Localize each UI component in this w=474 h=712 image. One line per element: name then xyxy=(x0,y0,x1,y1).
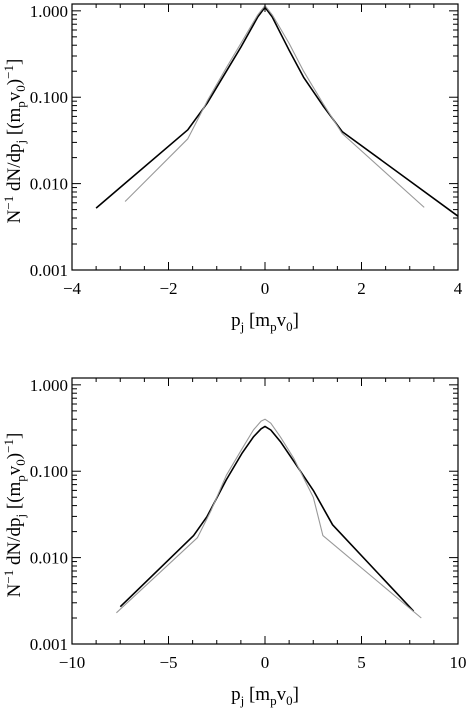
x-tick-label: −4 xyxy=(63,279,82,298)
series-line-gray xyxy=(116,418,422,619)
y-tick-label: 1.000 xyxy=(30,376,68,395)
plot-frame xyxy=(71,377,459,645)
x-tick-label: −2 xyxy=(159,279,177,298)
x-tick-label: 0 xyxy=(261,653,270,672)
y-tick-label: 0.010 xyxy=(30,549,68,568)
y-tick-label: 0.001 xyxy=(30,261,68,280)
y-tick-label: 1.000 xyxy=(30,2,68,21)
x-axis-label: pj [mpv0] xyxy=(231,684,299,708)
y-tick-label: 0.100 xyxy=(30,88,68,107)
series-line-black xyxy=(119,425,415,612)
x-tick-label: −10 xyxy=(59,653,86,672)
x-tick-label: −5 xyxy=(159,653,177,672)
x-tick-label: 2 xyxy=(357,279,366,298)
x-tick-label: 4 xyxy=(454,279,463,298)
x-tick-label: 0 xyxy=(261,279,270,298)
bottom-panel: −10 −5 0 5 10 0.001 0.010 0.100 1.000 pj [mpv0] N−… xyxy=(1,376,467,708)
x-axis-label: pj [mpv0] xyxy=(231,310,299,334)
plot-frame xyxy=(71,3,459,271)
y-tick-label: 0.010 xyxy=(30,175,68,194)
series-line-gray xyxy=(124,5,425,208)
series-line-black xyxy=(95,6,459,217)
y-tick-label: 0.100 xyxy=(30,462,68,481)
y-tick-label: 0.001 xyxy=(30,635,68,654)
x-tick-label: 5 xyxy=(357,653,366,672)
y-axis-label: N−1 dN/dpj [(mpv0)−1] xyxy=(1,59,28,224)
x-tick-label: 10 xyxy=(450,653,467,672)
y-axis-label: N−1 dN/dpj [(mpv0)−1] xyxy=(1,433,28,598)
top-panel: −4 −2 0 2 4 0.001 0.010 0.100 1.000 pj [mpv0] N−1 … xyxy=(1,2,463,334)
